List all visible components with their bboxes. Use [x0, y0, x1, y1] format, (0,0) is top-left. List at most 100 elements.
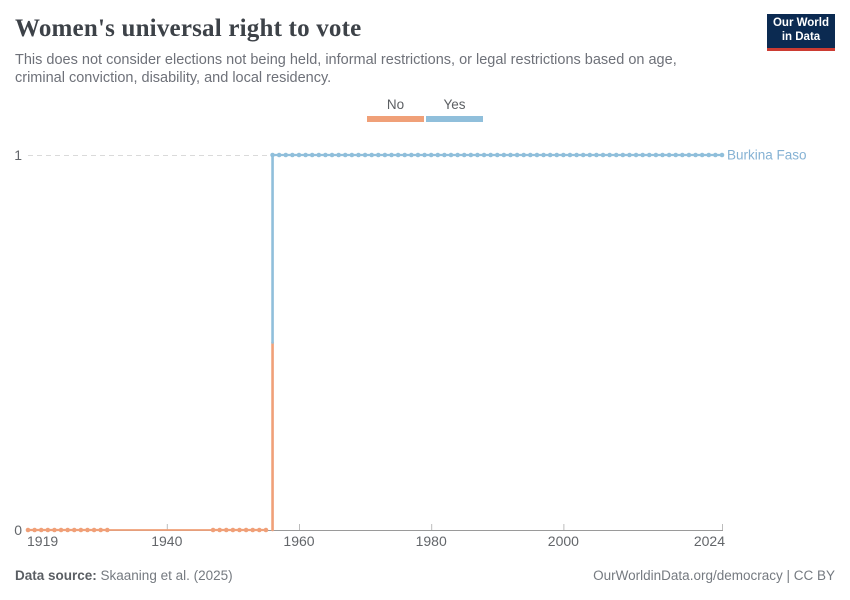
- data-point-no[interactable]: [32, 527, 37, 533]
- data-point-yes[interactable]: [402, 152, 408, 158]
- data-point-yes[interactable]: [660, 152, 665, 158]
- data-point-yes[interactable]: [422, 152, 427, 158]
- data-point-yes[interactable]: [455, 152, 460, 158]
- data-point-no[interactable]: [25, 527, 31, 533]
- data-point-yes[interactable]: [594, 152, 599, 158]
- data-point-no[interactable]: [250, 527, 256, 533]
- data-point-yes[interactable]: [719, 152, 725, 158]
- data-point-yes[interactable]: [369, 152, 374, 158]
- data-point-no[interactable]: [263, 527, 269, 533]
- data-point-yes[interactable]: [633, 152, 639, 158]
- data-point-yes[interactable]: [276, 152, 282, 158]
- data-point-yes[interactable]: [336, 152, 341, 158]
- x-tick-label: 1960: [283, 533, 314, 549]
- data-point-yes[interactable]: [395, 152, 401, 158]
- data-point-yes[interactable]: [508, 152, 513, 158]
- data-point-yes[interactable]: [442, 152, 447, 158]
- data-point-yes[interactable]: [323, 152, 328, 158]
- data-point-no[interactable]: [78, 527, 84, 533]
- data-point-yes[interactable]: [686, 152, 692, 158]
- owid-logo-line1: Our World: [772, 17, 829, 30]
- data-point-no[interactable]: [58, 527, 64, 533]
- data-point-no[interactable]: [52, 527, 57, 533]
- data-point-no[interactable]: [65, 527, 70, 533]
- owid-license-link[interactable]: OurWorldinData.org/democracy | CC BY: [593, 568, 835, 583]
- data-point-no[interactable]: [257, 527, 262, 533]
- data-point-yes[interactable]: [376, 152, 381, 158]
- data-point-no[interactable]: [223, 527, 229, 533]
- owid-logo[interactable]: Our World in Data: [767, 14, 835, 51]
- data-point-yes[interactable]: [620, 152, 626, 158]
- data-point-no[interactable]: [98, 527, 104, 533]
- data-point-yes[interactable]: [680, 152, 685, 158]
- data-point-yes[interactable]: [488, 152, 493, 158]
- data-point-yes[interactable]: [389, 152, 394, 158]
- data-point-no[interactable]: [243, 527, 249, 533]
- data-point-no[interactable]: [45, 527, 51, 533]
- data-point-yes[interactable]: [600, 152, 606, 158]
- data-point-yes[interactable]: [283, 152, 289, 158]
- x-tick-label: 1940: [151, 533, 182, 549]
- data-point-yes[interactable]: [613, 152, 619, 158]
- data-source-label: Data source:: [15, 568, 97, 583]
- data-point-yes[interactable]: [534, 152, 540, 158]
- data-point-yes[interactable]: [448, 152, 454, 158]
- data-point-yes[interactable]: [561, 152, 566, 158]
- data-point-yes[interactable]: [501, 152, 507, 158]
- data-point-no[interactable]: [210, 527, 216, 533]
- data-point-yes[interactable]: [428, 152, 434, 158]
- data-point-yes[interactable]: [316, 152, 322, 158]
- data-point-yes[interactable]: [587, 152, 593, 158]
- data-point-yes[interactable]: [329, 152, 335, 158]
- data-point-no[interactable]: [85, 527, 90, 533]
- data-point-yes[interactable]: [296, 152, 302, 158]
- data-point-yes[interactable]: [494, 152, 500, 158]
- data-source-note[interactable]: Data source: Skaaning et al. (2025): [15, 568, 233, 583]
- data-point-yes[interactable]: [303, 152, 308, 158]
- data-point-yes[interactable]: [666, 152, 672, 158]
- data-point-yes[interactable]: [481, 152, 487, 158]
- data-point-yes[interactable]: [528, 152, 533, 158]
- legend-item-no[interactable]: No: [367, 97, 424, 122]
- data-point-yes[interactable]: [699, 152, 705, 158]
- data-point-yes[interactable]: [362, 152, 368, 158]
- data-point-yes[interactable]: [567, 152, 573, 158]
- data-point-yes[interactable]: [646, 152, 652, 158]
- data-point-no[interactable]: [71, 527, 77, 533]
- data-point-yes[interactable]: [627, 152, 632, 158]
- data-point-yes[interactable]: [706, 152, 712, 158]
- data-point-yes[interactable]: [541, 152, 546, 158]
- data-point-yes[interactable]: [713, 152, 718, 158]
- data-point-yes[interactable]: [640, 152, 645, 158]
- data-point-yes[interactable]: [514, 152, 520, 158]
- data-point-yes[interactable]: [653, 152, 659, 158]
- data-point-no[interactable]: [217, 527, 222, 533]
- data-point-yes[interactable]: [435, 152, 441, 158]
- entity-label[interactable]: Burkina Faso: [727, 148, 807, 163]
- data-point-yes[interactable]: [607, 152, 612, 158]
- data-point-yes[interactable]: [270, 152, 275, 158]
- data-point-yes[interactable]: [521, 152, 527, 158]
- data-point-yes[interactable]: [673, 152, 679, 158]
- data-point-yes[interactable]: [693, 152, 698, 158]
- data-point-yes[interactable]: [290, 152, 295, 158]
- data-point-yes[interactable]: [580, 152, 586, 158]
- data-point-yes[interactable]: [574, 152, 579, 158]
- data-point-no[interactable]: [230, 527, 236, 533]
- data-point-yes[interactable]: [349, 152, 355, 158]
- data-point-yes[interactable]: [475, 152, 480, 158]
- data-point-yes[interactable]: [461, 152, 467, 158]
- data-point-no[interactable]: [91, 527, 97, 533]
- data-point-yes[interactable]: [342, 152, 348, 158]
- data-point-no[interactable]: [38, 527, 44, 533]
- data-point-yes[interactable]: [409, 152, 414, 158]
- data-point-yes[interactable]: [382, 152, 388, 158]
- data-point-yes[interactable]: [356, 152, 361, 158]
- data-point-yes[interactable]: [468, 152, 474, 158]
- data-point-no[interactable]: [237, 527, 242, 533]
- data-point-yes[interactable]: [547, 152, 553, 158]
- data-point-yes[interactable]: [554, 152, 560, 158]
- data-point-yes[interactable]: [309, 152, 315, 158]
- legend-item-yes[interactable]: Yes: [426, 97, 483, 122]
- data-point-yes[interactable]: [415, 152, 421, 158]
